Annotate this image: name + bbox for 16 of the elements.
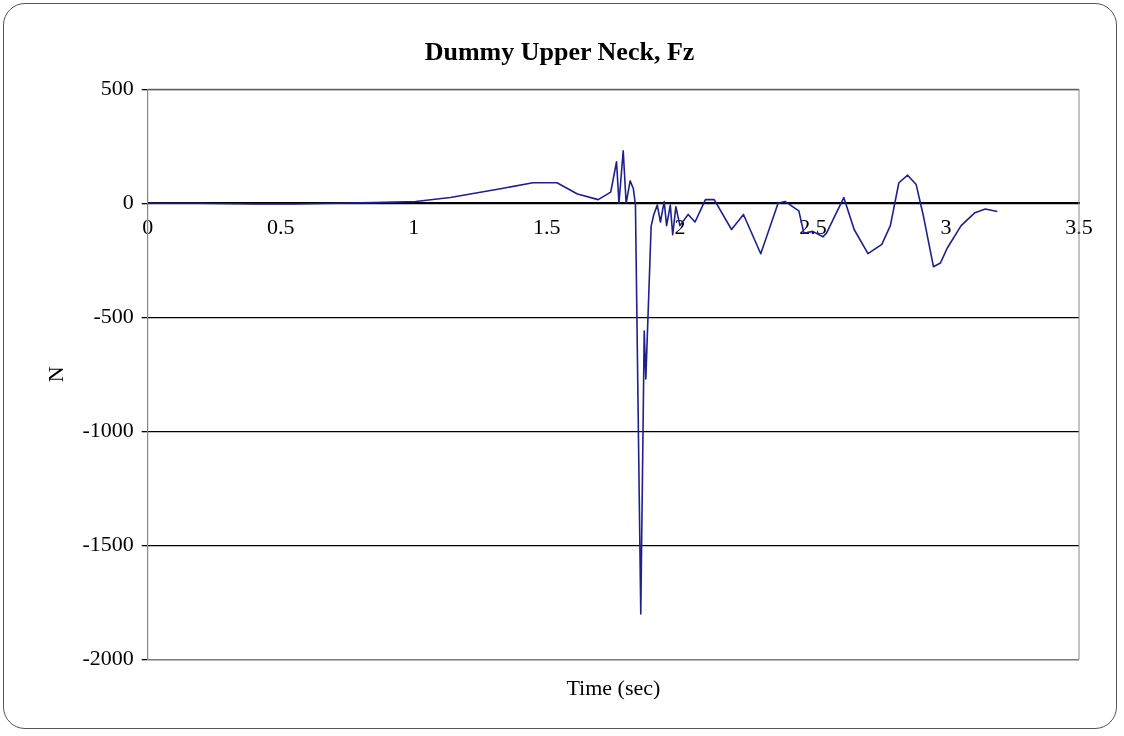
y-tick-label: -500 xyxy=(93,303,134,329)
x-tick-label: 3 xyxy=(940,214,952,240)
x-axis-title: Time (sec) xyxy=(566,674,661,700)
y-tick-label: -1500 xyxy=(82,531,134,557)
y-tick-label: 0 xyxy=(122,189,134,215)
x-tick-label: 2 xyxy=(674,214,686,240)
x-tick-label: 1.5 xyxy=(533,214,561,240)
x-tick-label: 3.5 xyxy=(1065,214,1093,240)
y-tick-label: -2000 xyxy=(82,645,134,671)
y-tick-label: -1000 xyxy=(82,417,134,443)
x-tick-label: 0 xyxy=(142,214,154,240)
x-tick-label: 0.5 xyxy=(267,214,295,240)
x-tick-label: 1 xyxy=(408,214,420,240)
y-axis-title: N xyxy=(42,366,68,383)
chart-title: Dummy Upper Neck, Fz xyxy=(424,37,695,67)
y-tick-label: 500 xyxy=(100,74,134,100)
